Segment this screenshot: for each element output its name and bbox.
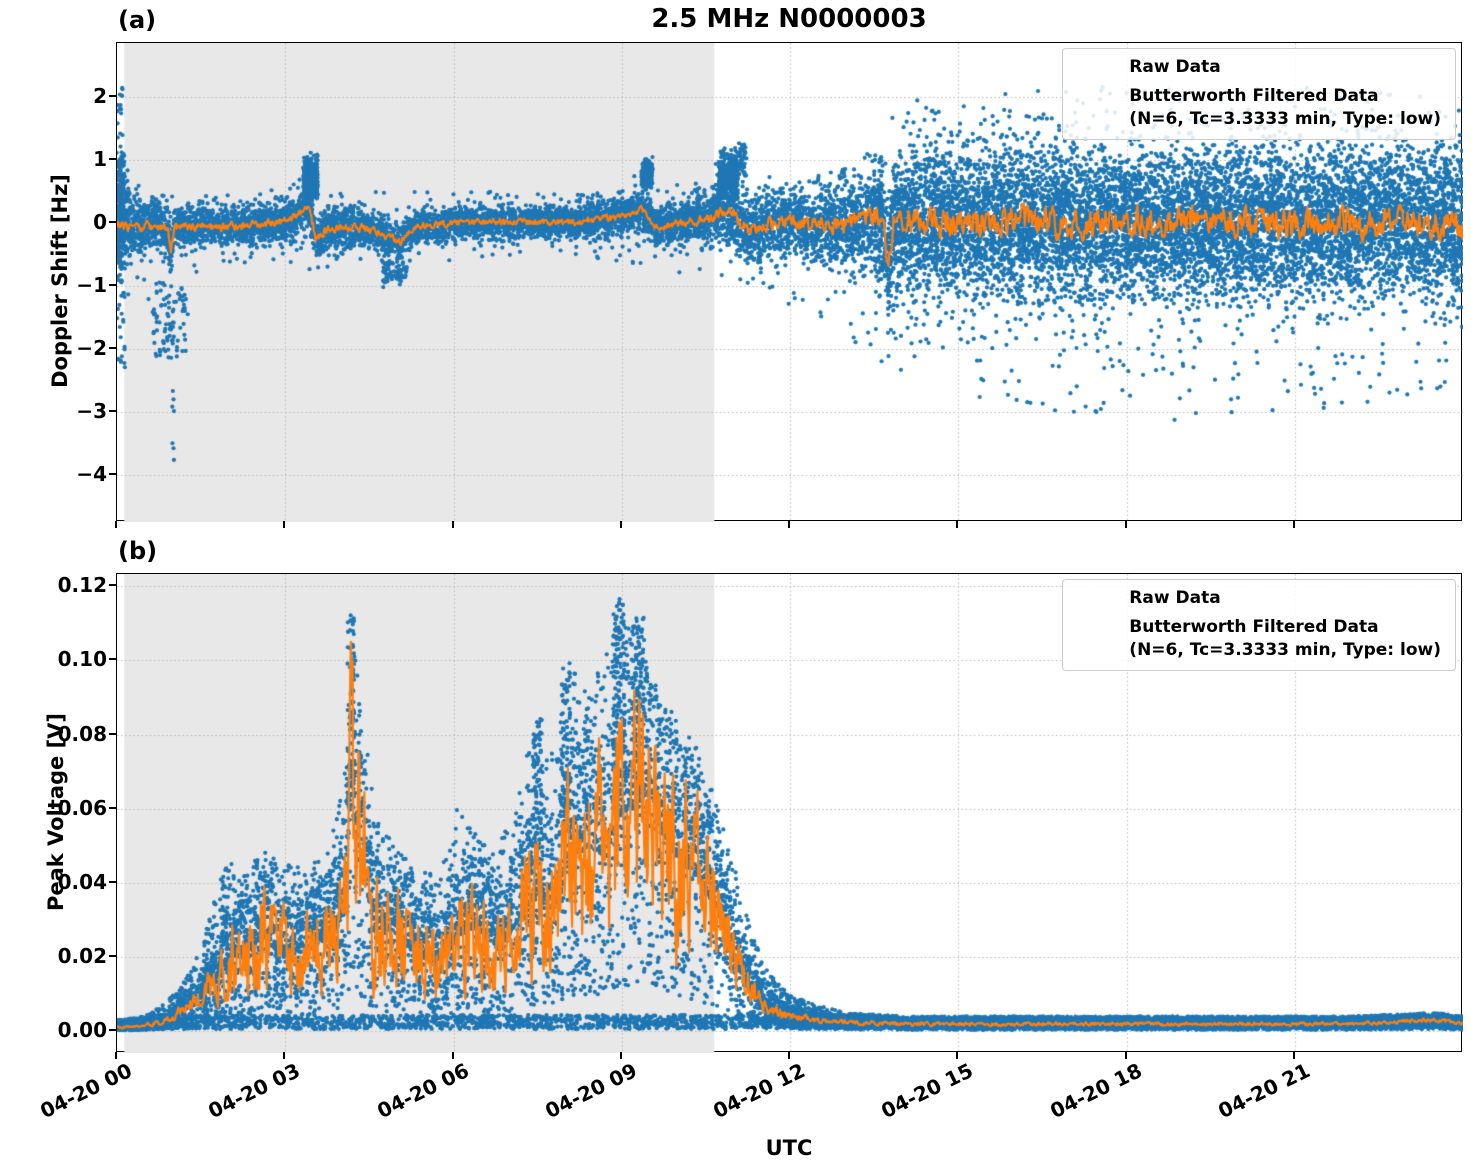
y-tick <box>109 473 116 475</box>
x-tick-label: 04-20 06 <box>372 1058 473 1124</box>
x-tick <box>788 1052 790 1059</box>
y-tick <box>109 806 116 809</box>
x-tick <box>956 1052 959 1059</box>
raw-data-marker <box>1073 594 1125 603</box>
filtered-marker <box>1073 107 1125 110</box>
y-tick-label: −2 <box>76 335 107 360</box>
x-tick <box>115 1052 117 1059</box>
x-tick <box>1124 1052 1127 1059</box>
panel-a-label: (a) <box>118 6 157 34</box>
x-tick <box>283 1052 286 1059</box>
y-tick <box>109 220 116 223</box>
filtered-line-icon <box>1078 107 1120 110</box>
filtered-line-icon <box>1078 638 1120 641</box>
y-tick-label: −3 <box>76 398 107 423</box>
y-tick <box>109 409 116 412</box>
x-tick-label: 04-20 12 <box>709 1058 809 1124</box>
x-tick-label: 04-20 21 <box>1214 1058 1314 1124</box>
x-tick-label: 04-20 00 <box>36 1058 136 1124</box>
filtered-marker <box>1073 638 1125 641</box>
y-tick-label: 2 <box>93 83 107 108</box>
x-tick <box>788 521 790 528</box>
legend-raw-label: Raw Data <box>1129 57 1221 77</box>
y-tick-label: 0.06 <box>57 795 107 820</box>
y-tick-label: 1 <box>93 146 107 171</box>
x-tick <box>283 521 286 528</box>
y-tick-label: 0.04 <box>57 869 107 894</box>
y-tick-label: 0.10 <box>57 647 107 672</box>
x-tick <box>451 521 454 528</box>
y-tick-label: 0.12 <box>57 573 107 598</box>
legend-filtered-line1: Butterworth Filtered Data <box>1129 617 1379 637</box>
y-tick <box>109 955 116 958</box>
y-tick-label: 0.00 <box>57 1018 107 1043</box>
doppler-axes: Raw Data Butterworth Filtered Data (N=6,… <box>116 42 1463 522</box>
y-tick <box>109 658 116 661</box>
legend-filtered-label: Butterworth Filtered Data (N=6, Tc=3.333… <box>1129 85 1441 131</box>
y-tick-label: −1 <box>76 272 107 297</box>
x-tick <box>619 1052 622 1059</box>
x-tick <box>1124 521 1127 528</box>
x-tick-label: 04-20 03 <box>204 1058 304 1124</box>
y-tick-label: 0 <box>93 209 107 234</box>
y-tick <box>109 880 116 883</box>
y-tick <box>109 283 116 286</box>
figure-title: 2.5 MHz N0000003 <box>651 4 927 34</box>
voltage-legend: Raw Data Butterworth Filtered Data (N=6,… <box>1062 579 1456 671</box>
x-tick-label: 04-20 09 <box>541 1058 641 1124</box>
legend-filtered-line2: (N=6, Tc=3.3333 min, Type: low) <box>1129 640 1441 660</box>
x-tick <box>115 521 117 528</box>
x-tick <box>1292 1052 1295 1059</box>
legend-raw-label: Raw Data <box>1129 588 1221 608</box>
voltage-axes: Raw Data Butterworth Filtered Data (N=6,… <box>116 573 1463 1053</box>
legend-filtered-line2: (N=6, Tc=3.3333 min, Type: low) <box>1129 109 1441 129</box>
legend-filtered-line1: Butterworth Filtered Data <box>1129 86 1379 106</box>
y-tick <box>109 584 116 587</box>
x-tick-label: 04-20 18 <box>1045 1058 1146 1124</box>
x-tick <box>956 521 959 528</box>
y-tick <box>109 1029 116 1032</box>
x-tick <box>451 1052 454 1059</box>
x-tick-label: 04-20 15 <box>877 1058 977 1124</box>
y-tick <box>109 94 116 97</box>
y-tick <box>109 346 116 349</box>
x-axis-label: UTC <box>765 1136 813 1160</box>
y-tick <box>109 157 116 160</box>
x-tick <box>1292 521 1295 528</box>
y-tick <box>109 732 116 735</box>
y-tick-label: 0.02 <box>57 944 107 969</box>
raw-data-dot-icon <box>1095 594 1104 603</box>
panel-b-label: (b) <box>118 537 158 565</box>
y-tick-label: 0.08 <box>57 721 107 746</box>
raw-data-dot-icon <box>1095 63 1104 72</box>
legend-filtered-label: Butterworth Filtered Data (N=6, Tc=3.333… <box>1129 616 1441 662</box>
raw-data-marker <box>1073 63 1125 72</box>
doppler-legend: Raw Data Butterworth Filtered Data (N=6,… <box>1062 48 1456 140</box>
y-tick-label: −4 <box>76 462 107 486</box>
x-tick <box>619 521 622 528</box>
